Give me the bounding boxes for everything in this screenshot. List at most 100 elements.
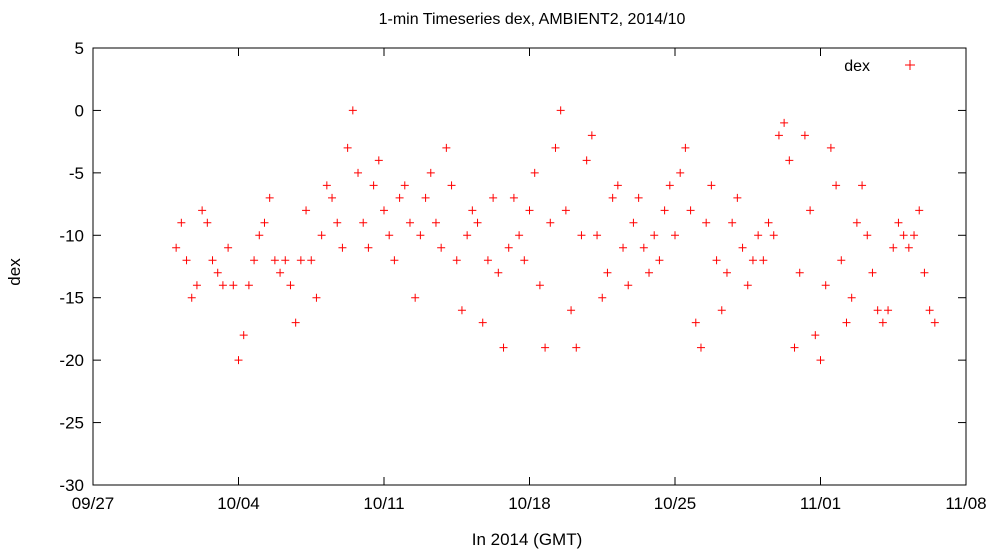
data-point xyxy=(431,218,440,227)
data-point xyxy=(192,281,201,290)
data-point xyxy=(338,243,347,252)
data-point xyxy=(244,281,253,290)
data-point xyxy=(587,131,596,140)
data-point xyxy=(655,256,664,265)
data-point xyxy=(250,256,259,265)
data-point xyxy=(302,206,311,215)
data-point xyxy=(572,343,581,352)
x-tick-label: 10/04 xyxy=(217,494,260,513)
y-tick-label: -25 xyxy=(59,414,84,433)
data-point xyxy=(681,143,690,152)
data-point xyxy=(312,293,321,302)
data-point xyxy=(920,268,929,277)
data-point xyxy=(452,256,461,265)
data-point xyxy=(229,281,238,290)
data-point xyxy=(348,106,357,115)
data-point xyxy=(265,193,274,202)
data-point xyxy=(800,131,809,140)
data-point xyxy=(328,193,337,202)
data-point xyxy=(447,181,456,190)
y-axis: 5 0 -5 -10 -15 -20 -25 -30 xyxy=(59,39,966,495)
data-point xyxy=(520,256,529,265)
y-tick-label: -10 xyxy=(59,226,84,245)
data-point xyxy=(577,231,586,240)
data-point xyxy=(868,268,877,277)
x-tick-label: 11/01 xyxy=(800,494,841,513)
data-point xyxy=(499,343,508,352)
data-point xyxy=(390,256,399,265)
data-point xyxy=(281,256,290,265)
data-point xyxy=(546,218,555,227)
data-point xyxy=(239,331,248,340)
data-point xyxy=(582,156,591,165)
data-point xyxy=(494,268,503,277)
data-point xyxy=(307,256,316,265)
data-point xyxy=(395,193,404,202)
data-point xyxy=(270,256,279,265)
plot-area-frame xyxy=(92,47,967,486)
data-point xyxy=(717,306,726,315)
data-point xyxy=(832,181,841,190)
legend-marker-glyph xyxy=(905,60,915,70)
data-point xyxy=(457,306,466,315)
data-point xyxy=(676,168,685,177)
data-point xyxy=(930,318,939,327)
y-tick-label: 0 xyxy=(75,101,84,120)
data-point xyxy=(660,206,669,215)
data-point xyxy=(702,218,711,227)
data-point xyxy=(203,218,212,227)
data-point xyxy=(738,243,747,252)
data-point xyxy=(842,318,851,327)
data-point xyxy=(754,231,763,240)
data-point xyxy=(889,243,898,252)
data-point xyxy=(380,206,388,215)
y-tick-label: -20 xyxy=(59,351,84,370)
data-point xyxy=(182,256,191,265)
data-point xyxy=(416,231,425,240)
data-point xyxy=(177,218,186,227)
data-point xyxy=(774,131,783,140)
data-point xyxy=(821,281,830,290)
data-point xyxy=(759,256,768,265)
data-point xyxy=(473,218,482,227)
data-point xyxy=(878,318,887,327)
data-point xyxy=(629,218,638,227)
data-point xyxy=(291,318,300,327)
chart-title: 1-min Timeseries dex, AMBIENT2, 2014/10 xyxy=(379,11,686,28)
data-point xyxy=(826,143,835,152)
data-point xyxy=(816,356,825,365)
data-point xyxy=(198,206,207,215)
data-point xyxy=(556,106,565,115)
data-point xyxy=(624,281,633,290)
x-tick-label: 10/11 xyxy=(363,494,404,513)
data-point xyxy=(343,143,352,152)
data-point xyxy=(780,118,789,127)
data-point xyxy=(904,243,913,252)
data-point xyxy=(858,181,867,190)
x-tick-label: 09/27 xyxy=(72,494,115,513)
data-point xyxy=(665,181,674,190)
data-point xyxy=(405,218,414,227)
data-point xyxy=(795,268,804,277)
data-point xyxy=(535,281,544,290)
data-point xyxy=(317,231,326,240)
data-point xyxy=(276,268,285,277)
data-point xyxy=(561,206,570,215)
data-point xyxy=(187,293,196,302)
x-tick-label: 10/18 xyxy=(508,494,551,513)
data-point xyxy=(613,181,622,190)
y-tick-label: 5 xyxy=(75,39,84,58)
data-point xyxy=(400,181,409,190)
data-point xyxy=(748,256,757,265)
data-point xyxy=(728,218,737,227)
data-point xyxy=(863,231,872,240)
data-point xyxy=(925,306,934,315)
data-point xyxy=(541,343,550,352)
data-point xyxy=(333,218,342,227)
data-points xyxy=(172,106,939,365)
data-point xyxy=(525,206,534,215)
legend-marker xyxy=(905,60,915,70)
data-point xyxy=(696,343,705,352)
data-point xyxy=(619,243,628,252)
